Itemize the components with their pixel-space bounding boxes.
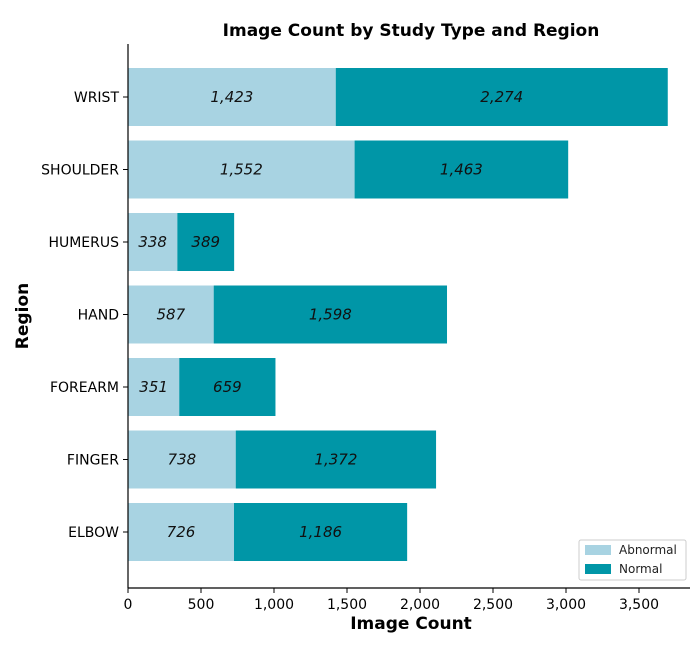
x-tick-label: 1,500 — [327, 597, 367, 613]
bar-label-shoulder-normal: 1,463 — [440, 161, 483, 179]
bar-label-wrist-abnormal: 1,423 — [210, 88, 253, 106]
bar-shoulder-normal — [354, 140, 569, 199]
legend: Abnormal Normal — [578, 539, 687, 581]
bar-label-wrist-normal: 2,274 — [480, 88, 523, 106]
bar-label-shoulder-abnormal: 1,552 — [220, 161, 263, 179]
y-tick-label: HUMERUS — [48, 235, 119, 251]
legend-swatch-normal — [585, 564, 611, 574]
bar-label-forearm-abnormal: 351 — [139, 378, 168, 396]
bar-wrist-abnormal — [128, 68, 336, 126]
bar-label-hand-abnormal: 587 — [157, 306, 186, 324]
bar-label-forearm-normal: 659 — [213, 378, 242, 396]
bars-group — [128, 68, 668, 561]
bar-shoulder-abnormal — [128, 140, 355, 199]
bar-finger-normal — [235, 430, 437, 489]
x-tick-label: 2,500 — [473, 597, 513, 613]
x-tick-label: 3,500 — [619, 597, 659, 613]
bar-forearm-normal — [179, 358, 276, 416]
bar-labels-group: 1,423 2,274 1,552 1,463 338 389 587 1,598 351 659… — [138, 88, 523, 541]
y-tick-label: FOREARM — [50, 380, 119, 396]
bar-label-humerus-abnormal: 338 — [138, 233, 167, 251]
bar-forearm-abnormal — [128, 358, 180, 416]
bar-label-elbow-normal: 1,186 — [299, 523, 342, 541]
x-tick-label: 1,000 — [254, 597, 294, 613]
y-axis-ticks: WRIST SHOULDER HUMERUS HAND FOREARM FINGER ELB… — [41, 90, 128, 541]
bar-label-finger-abnormal: 738 — [168, 451, 197, 469]
bar-label-hand-normal: 1,598 — [309, 306, 352, 324]
y-tick-label: FINGER — [67, 453, 119, 469]
y-tick-label: WRIST — [74, 90, 120, 106]
x-axis-title: Image Count — [350, 614, 472, 634]
bar-elbow-abnormal — [128, 503, 234, 561]
bar-label-elbow-abnormal: 726 — [167, 523, 196, 541]
bar-humerus-abnormal — [128, 213, 178, 271]
bar-wrist-normal — [335, 68, 668, 126]
legend-swatch-abnormal — [585, 545, 611, 555]
bar-hand-abnormal — [128, 285, 214, 344]
x-tick-label: 2,000 — [400, 597, 440, 613]
chart-title: Image Count by Study Type and Region — [223, 21, 600, 41]
bar-finger-abnormal — [128, 430, 236, 489]
bar-elbow-normal — [233, 503, 408, 561]
y-tick-label: HAND — [78, 308, 119, 324]
bar-hand-normal — [213, 285, 448, 344]
bar-label-humerus-normal: 389 — [191, 233, 220, 251]
legend-label-abnormal: Abnormal — [619, 543, 677, 557]
y-tick-label: ELBOW — [68, 525, 119, 541]
bar-humerus-normal — [177, 213, 235, 271]
x-tick-label: 3,000 — [546, 597, 586, 613]
y-tick-label: SHOULDER — [41, 163, 119, 179]
x-tick-label: 0 — [124, 597, 133, 613]
legend-label-normal: Normal — [619, 562, 662, 576]
x-axis-ticks: 0 500 1,000 1,500 2,000 2,500 3,000 3,500 — [124, 588, 659, 613]
y-axis-title: Region — [13, 283, 33, 349]
x-tick-label: 500 — [188, 597, 215, 613]
bar-label-finger-normal: 1,372 — [314, 451, 357, 469]
